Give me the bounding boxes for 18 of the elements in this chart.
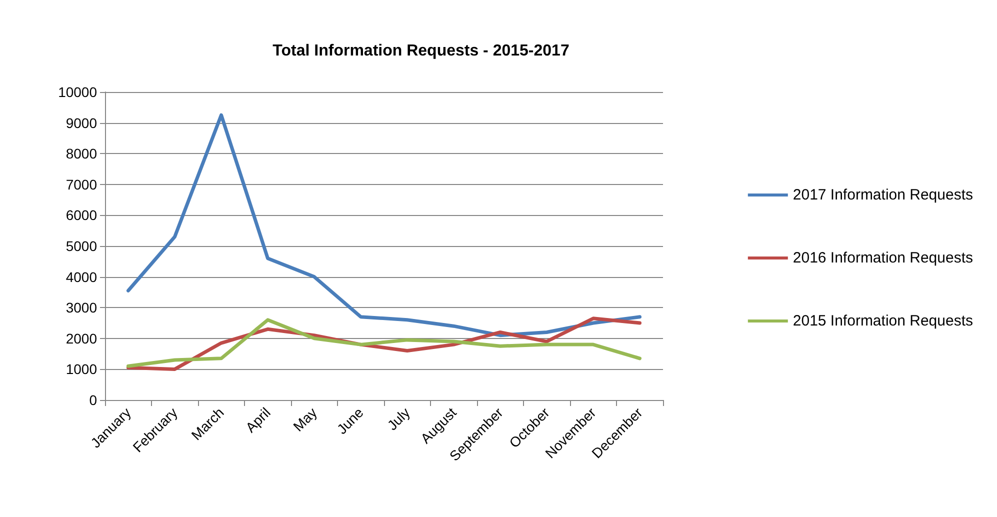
legend-label: 2016 Information Requests <box>792 250 974 266</box>
y-tick-label: 3000 <box>66 300 98 316</box>
y-tick-label: 10000 <box>58 84 98 100</box>
y-tick-label: 8000 <box>66 146 98 162</box>
line-series <box>126 113 642 338</box>
y-tick-label: 0 <box>89 392 98 408</box>
y-tick-label: 4000 <box>66 268 98 285</box>
legend-label: 2015 Information Requests <box>792 312 974 330</box>
legend-label: 2017 Information Requests <box>792 186 974 204</box>
y-tick-label: 5000 <box>66 238 98 254</box>
x-tick-label: May <box>290 404 320 434</box>
y-tick-label: 2000 <box>66 330 98 346</box>
y-tick-label: 1000 <box>66 361 98 378</box>
y-tick-label: 9000 <box>66 114 98 131</box>
y-tick-label: 7000 <box>66 176 98 192</box>
x-tick-label: July <box>384 404 413 434</box>
chart-title: Total Information Requests - 2015-2017 <box>272 42 570 60</box>
y-tick-label: 6000 <box>66 207 98 224</box>
